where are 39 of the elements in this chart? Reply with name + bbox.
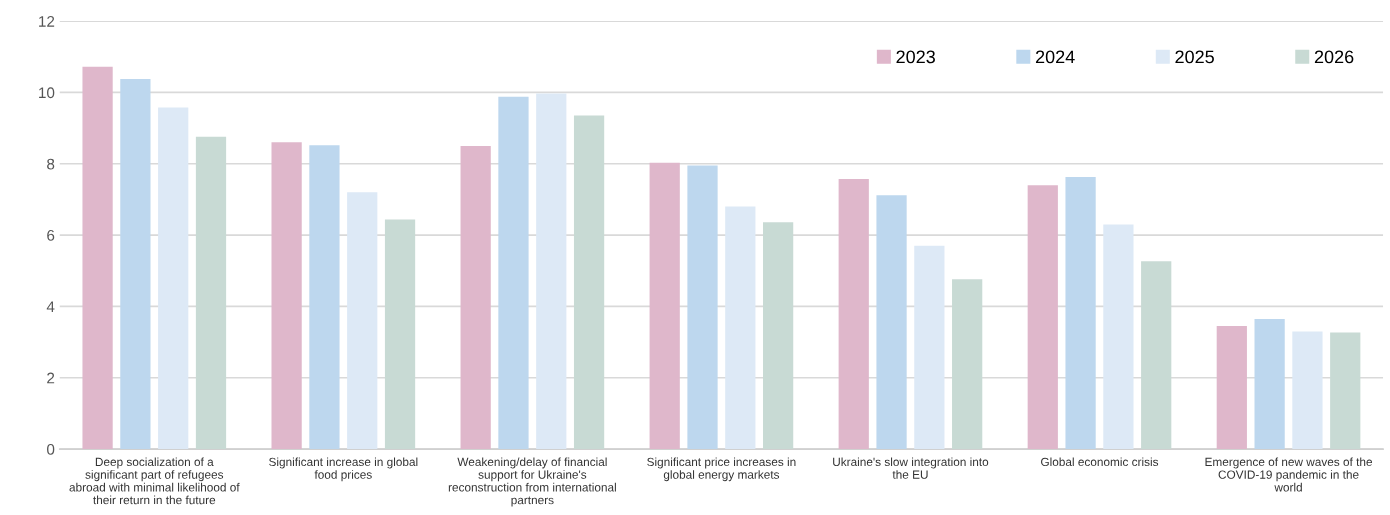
bar xyxy=(309,145,340,450)
bar xyxy=(687,165,718,450)
x-tick-label: Global economic crisis xyxy=(1041,457,1159,467)
bar xyxy=(1216,326,1247,450)
bar xyxy=(1065,176,1096,450)
bar xyxy=(914,245,945,450)
legend-label: 2024 xyxy=(1035,50,1075,64)
x-tick-label: Significant price increases in global energy markets xyxy=(647,457,796,482)
y-tick-label: 4 xyxy=(46,301,55,312)
bar xyxy=(725,206,756,450)
y-tick-label: 8 xyxy=(47,158,55,170)
bar xyxy=(876,195,907,450)
bar xyxy=(838,179,869,450)
bar xyxy=(1103,224,1134,450)
legend-label: 2023 xyxy=(896,50,935,64)
bar xyxy=(158,107,189,450)
bar xyxy=(82,66,113,450)
bar xyxy=(460,145,491,450)
y-tick-label: 2 xyxy=(47,372,55,384)
x-tick-label: Significant increase in global food prices xyxy=(269,457,418,482)
bar xyxy=(1027,185,1058,450)
bar xyxy=(120,78,151,450)
legend-label: 2025 xyxy=(1175,50,1214,64)
y-tick-label: 10 xyxy=(39,87,55,99)
bar xyxy=(271,142,302,450)
bar xyxy=(536,93,567,450)
x-tick-label: Weakening/delay of financial support for Ukraine's reconstruction from international partners xyxy=(448,457,616,507)
bar xyxy=(498,96,529,450)
bar xyxy=(1254,318,1285,450)
legend-label: 2026 xyxy=(1314,50,1354,64)
bar xyxy=(1292,331,1323,450)
y-tick-label: 6 xyxy=(47,229,55,241)
bar xyxy=(347,192,378,450)
y-tick-label: 0 xyxy=(47,443,55,455)
bar xyxy=(649,162,680,450)
x-tick-label: Ukraine's slow integration into the EU xyxy=(833,457,989,479)
y-tick-label: 12 xyxy=(39,15,55,27)
x-tick-label: Deep socialization of a significant part of refugees abroad with minimal likelihood of their return in the future xyxy=(69,457,240,505)
x-tick-label: Emergence of new waves of the COVID-19 pandemic in the world xyxy=(1205,457,1373,492)
